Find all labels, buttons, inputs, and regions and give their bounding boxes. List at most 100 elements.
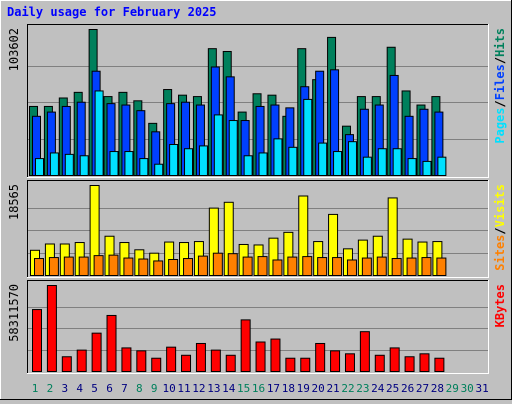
bottom-bar-kbytes-day-7 bbox=[121, 347, 132, 372]
x-tick-label-day-7: 7 bbox=[121, 382, 128, 395]
bottom-bar-kbytes-day-3 bbox=[61, 356, 72, 373]
x-tick-label-day-1: 1 bbox=[32, 382, 39, 395]
middle-bar-sites-day-22 bbox=[346, 259, 357, 277]
bottom-bar-kbytes-day-21 bbox=[330, 350, 341, 372]
top-bar-pages-day-11 bbox=[184, 148, 194, 177]
middle-legend-item-visits: Visits bbox=[493, 184, 507, 227]
top-bar-pages-day-9 bbox=[154, 163, 164, 177]
top-legend-item-hits: Hits bbox=[493, 28, 507, 57]
x-tick-label-day-5: 5 bbox=[91, 382, 98, 395]
x-tick-label-day-30: 30 bbox=[461, 382, 474, 395]
top-legend-item-separator-1: / bbox=[493, 100, 507, 107]
top-bar-pages-day-21 bbox=[333, 151, 343, 177]
x-tick-label-day-9: 9 bbox=[151, 382, 158, 395]
top-bar-pages-day-17 bbox=[273, 138, 283, 177]
middle-bar-sites-day-23 bbox=[361, 257, 372, 276]
top-bar-pages-day-27 bbox=[422, 160, 432, 176]
x-tick-label-day-10: 10 bbox=[163, 382, 176, 395]
top-legend-item-pages: Pages bbox=[493, 108, 507, 144]
x-tick-label-day-24: 24 bbox=[371, 382, 385, 395]
bottom-bar-kbytes-day-27 bbox=[419, 353, 430, 373]
x-tick-label-day-29: 29 bbox=[446, 382, 459, 395]
top-legend-item-separator-3: / bbox=[493, 57, 507, 64]
x-tick-label-day-2: 2 bbox=[47, 382, 54, 395]
middle-bar-sites-day-1 bbox=[34, 258, 44, 277]
bottom-bar-kbytes-day-18 bbox=[285, 357, 296, 372]
x-tick-label-day-12: 12 bbox=[192, 382, 205, 395]
bottom-bar-kbytes-day-17 bbox=[270, 338, 281, 373]
top-bar-pages-day-26 bbox=[407, 158, 417, 176]
top-bar-pages-day-10 bbox=[169, 143, 179, 176]
middle-bar-sites-day-9 bbox=[153, 260, 164, 277]
top-bar-pages-day-2 bbox=[49, 152, 59, 177]
top-bar-pages-day-12 bbox=[198, 145, 208, 176]
top-bar-pages-day-13 bbox=[213, 114, 223, 177]
x-tick-label-day-11: 11 bbox=[177, 382, 190, 395]
middle-bar-sites-day-15 bbox=[242, 256, 253, 277]
x-tick-label-day-17: 17 bbox=[267, 382, 280, 395]
middle-bar-sites-day-25 bbox=[391, 258, 402, 277]
top-bar-pages-day-22 bbox=[347, 141, 357, 176]
middle-bar-sites-day-11 bbox=[183, 258, 194, 277]
x-tick-label-day-8: 8 bbox=[136, 382, 143, 395]
x-tick-label-day-25: 25 bbox=[386, 382, 399, 395]
x-tick-label-day-13: 13 bbox=[207, 382, 220, 395]
middle-legend-item-separator-1: / bbox=[493, 227, 507, 234]
x-tick-label-day-3: 3 bbox=[61, 382, 68, 395]
middle-bar-sites-day-4 bbox=[78, 256, 89, 277]
x-tick-label-day-27: 27 bbox=[416, 382, 429, 395]
top-bar-pages-day-25 bbox=[392, 148, 402, 177]
top-bar-pages-day-15 bbox=[243, 155, 253, 176]
bottom-bar-kbytes-day-22 bbox=[344, 353, 355, 373]
middle-bar-sites-day-28 bbox=[436, 257, 447, 276]
middle-bar-sites-day-13 bbox=[212, 252, 223, 276]
bottom-legend-item-kbytes: KBytes bbox=[493, 284, 507, 327]
bottom-bar-kbytes-day-10 bbox=[166, 346, 177, 372]
middle-panel-legend: Sites/Visits bbox=[493, 184, 507, 271]
middle-bar-sites-day-16 bbox=[257, 256, 268, 276]
bottom-bar-kbytes-day-11 bbox=[181, 354, 192, 372]
x-tick-label-day-28: 28 bbox=[431, 382, 444, 395]
x-tick-label-day-4: 4 bbox=[76, 382, 83, 395]
x-tick-label-day-20: 20 bbox=[312, 382, 325, 395]
bottom-panel-ymax-label: 58311570 bbox=[7, 284, 21, 342]
top-panel-legend: Pages/Files/Hits bbox=[493, 28, 507, 144]
middle-legend-item-sites: Sites bbox=[493, 235, 507, 271]
bottom-bar-kbytes-day-13 bbox=[210, 349, 221, 372]
top-bar-pages-day-4 bbox=[79, 155, 89, 176]
x-tick-label-day-26: 26 bbox=[401, 382, 414, 395]
top-bar-pages-day-7 bbox=[124, 151, 134, 177]
bottom-bar-kbytes-day-25 bbox=[389, 347, 400, 372]
x-tick-label-day-16: 16 bbox=[252, 382, 265, 395]
bottom-bar-kbytes-day-24 bbox=[374, 354, 385, 372]
bottom-bar-kbytes-day-1 bbox=[32, 309, 42, 372]
middle-bar-sites-day-12 bbox=[197, 255, 208, 276]
x-tick-label-day-15: 15 bbox=[237, 382, 250, 395]
top-panel-ymax-label: 103602 bbox=[7, 28, 21, 71]
top-bar-pages-day-16 bbox=[258, 152, 268, 177]
middle-bar-sites-day-6 bbox=[108, 254, 119, 276]
x-tick-label-day-22: 22 bbox=[341, 382, 354, 395]
bottom-bar-kbytes-day-12 bbox=[195, 342, 206, 373]
top-bar-pages-day-14 bbox=[228, 120, 238, 176]
middle-bar-sites-day-3 bbox=[63, 256, 74, 277]
bottom-bar-kbytes-day-28 bbox=[434, 357, 445, 372]
top-bar-pages-day-24 bbox=[377, 148, 387, 177]
middle-bar-sites-day-18 bbox=[287, 256, 298, 277]
top-bar-pages-day-1 bbox=[35, 158, 44, 176]
x-tick-label-day-18: 18 bbox=[282, 382, 295, 395]
middle-bar-sites-day-19 bbox=[302, 256, 313, 276]
middle-bar-sites-day-26 bbox=[406, 257, 417, 276]
middle-bar-sites-day-5 bbox=[93, 255, 104, 276]
bottom-bar-kbytes-day-5 bbox=[91, 332, 102, 372]
top-bar-pages-day-23 bbox=[362, 156, 372, 176]
top-bar-pages-day-6 bbox=[109, 151, 119, 177]
x-tick-label-day-14: 14 bbox=[222, 382, 236, 395]
bottom-bar-kbytes-day-15 bbox=[240, 319, 251, 372]
x-tick-label-day-31: 31 bbox=[475, 382, 488, 395]
top-legend-item-files: Files bbox=[493, 64, 507, 100]
top-bar-pages-day-18 bbox=[288, 146, 298, 176]
bottom-bar-kbytes-day-4 bbox=[76, 349, 87, 372]
x-tick-label-day-19: 19 bbox=[297, 382, 310, 395]
